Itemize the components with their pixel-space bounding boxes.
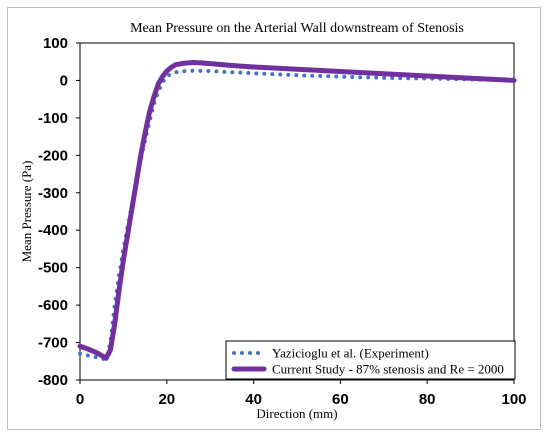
y-tick-label: 100 <box>43 35 68 52</box>
y-tick-label: -200 <box>38 147 68 164</box>
x-tick-label: 60 <box>332 391 349 408</box>
y-tick-label: 0 <box>60 72 68 89</box>
y-tick-label: -800 <box>38 372 68 389</box>
x-tick-label: 0 <box>76 391 84 408</box>
y-tick-label: -700 <box>38 335 68 352</box>
legend-box <box>225 340 516 380</box>
current-study-series-line <box>77 59 517 361</box>
legend: Yazicioglu et al. (Experiment)Current St… <box>225 340 516 380</box>
x-tick-label: 80 <box>419 391 436 408</box>
y-tick-label: -300 <box>38 185 68 202</box>
series-lines <box>77 59 517 362</box>
y-axis-title: Mean Pressure (Pa) <box>19 161 34 263</box>
y-tick-label: -400 <box>38 222 68 239</box>
x-axis-title: Direction (mm) <box>256 406 337 421</box>
x-tick-label: 20 <box>158 391 175 408</box>
plot-area <box>79 42 515 381</box>
chart-title: Mean Pressure on the Arterial Wall downs… <box>130 21 464 36</box>
x-tick-label: 100 <box>501 391 526 408</box>
x-axis-ticks: 0 20 40 60 80 100 <box>76 380 527 408</box>
legend-label: Yazicioglu et al. (Experiment) <box>272 346 429 361</box>
experiment-series-line <box>78 68 516 362</box>
y-axis-ticks: 100 0 -100 -200 -300 -400 -500 -600 -700 -800 <box>38 35 80 389</box>
y-tick-label: -600 <box>38 297 68 314</box>
x-tick-label: 40 <box>245 391 262 408</box>
y-tick-label: -100 <box>38 110 68 127</box>
legend-label: Current Study - 87% stenosis and Re = 20… <box>272 362 504 377</box>
y-tick-label: -500 <box>38 260 68 277</box>
plot-border <box>79 42 515 381</box>
